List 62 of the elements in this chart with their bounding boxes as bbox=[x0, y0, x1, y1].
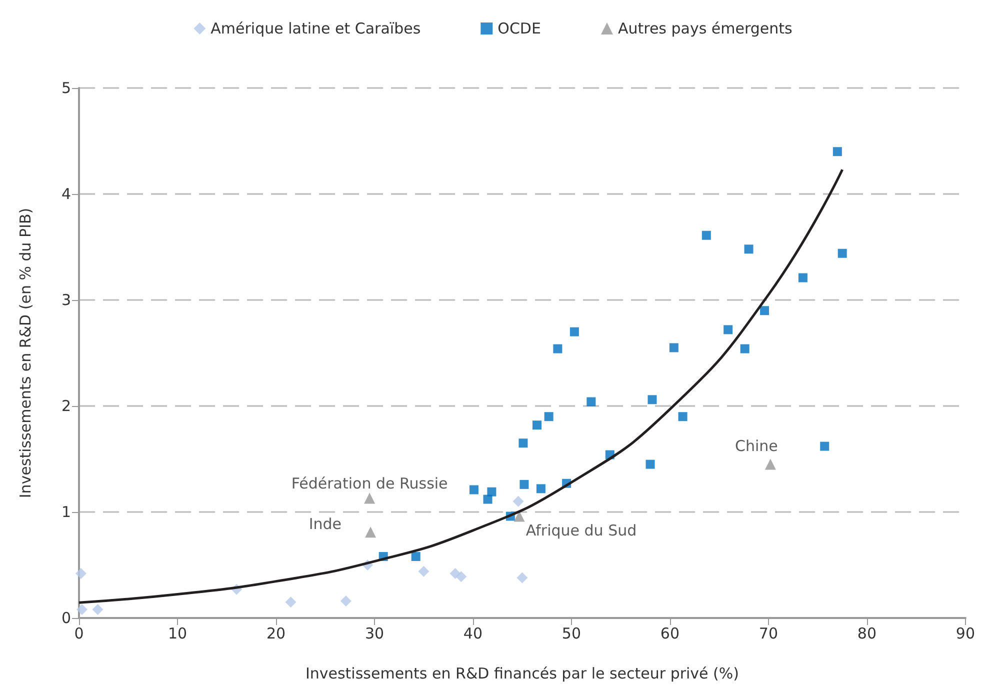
point bbox=[75, 568, 86, 579]
x-tick-label: 40 bbox=[463, 624, 483, 642]
point bbox=[76, 604, 88, 616]
x-tick-label: 0 bbox=[74, 624, 84, 642]
legend-label: Autres pays émergents bbox=[618, 20, 793, 38]
point bbox=[760, 306, 770, 316]
legend-label: Amérique latine et Caraïbes bbox=[210, 20, 421, 38]
point bbox=[418, 566, 430, 577]
point bbox=[365, 526, 376, 538]
point bbox=[516, 572, 528, 584]
point bbox=[92, 604, 104, 616]
point bbox=[764, 458, 776, 470]
point bbox=[570, 327, 579, 336]
annotation: Fédération de Russie bbox=[291, 474, 448, 493]
point bbox=[832, 147, 842, 156]
x-tick-label: 50 bbox=[562, 624, 582, 642]
point bbox=[456, 571, 467, 582]
annotation: Inde bbox=[308, 515, 342, 534]
y-tick-label: 3 bbox=[61, 291, 71, 309]
y-tick-label: 1 bbox=[61, 503, 71, 521]
x-tick-label: 80 bbox=[857, 624, 877, 642]
point bbox=[744, 244, 754, 254]
line-series bbox=[78, 168, 844, 604]
point bbox=[669, 343, 678, 352]
y-tick-label: 2 bbox=[61, 397, 71, 415]
point bbox=[553, 344, 562, 354]
point bbox=[544, 412, 554, 422]
point bbox=[740, 344, 750, 354]
point bbox=[340, 596, 352, 607]
point bbox=[285, 596, 296, 608]
point bbox=[820, 442, 830, 451]
point bbox=[518, 438, 528, 448]
point bbox=[646, 460, 655, 469]
point bbox=[586, 397, 596, 406]
point bbox=[838, 248, 847, 258]
y-tick-label: 4 bbox=[61, 185, 71, 203]
y-axis-title: Investissements en R&D (en % du PIB) bbox=[16, 208, 34, 498]
x-tick-label: 90 bbox=[956, 624, 976, 642]
y-tick-label: 0 bbox=[61, 609, 71, 627]
point bbox=[724, 325, 733, 334]
point bbox=[702, 230, 711, 240]
point bbox=[536, 484, 546, 494]
x-tick-label: 70 bbox=[758, 624, 778, 642]
legend-label: OCDE bbox=[498, 20, 541, 38]
annotation: Afrique du Sud bbox=[526, 522, 637, 540]
point bbox=[364, 492, 376, 504]
point bbox=[487, 487, 496, 496]
point bbox=[678, 412, 688, 422]
x-tick-label: 60 bbox=[660, 624, 680, 642]
point bbox=[798, 273, 808, 282]
point bbox=[520, 480, 529, 489]
x-axis-title: Investissements en R&D financés par le secteur privé (%) bbox=[305, 664, 740, 682]
point bbox=[532, 420, 542, 430]
x-tick-label: 10 bbox=[168, 624, 188, 642]
point bbox=[469, 485, 478, 494]
x-tick-label: 30 bbox=[364, 624, 384, 642]
point bbox=[411, 552, 420, 562]
point bbox=[512, 496, 524, 507]
annotation: Chine bbox=[734, 436, 778, 455]
y-tick-label: 5 bbox=[61, 79, 71, 97]
x-tick-label: 20 bbox=[266, 624, 286, 642]
point bbox=[648, 395, 657, 404]
